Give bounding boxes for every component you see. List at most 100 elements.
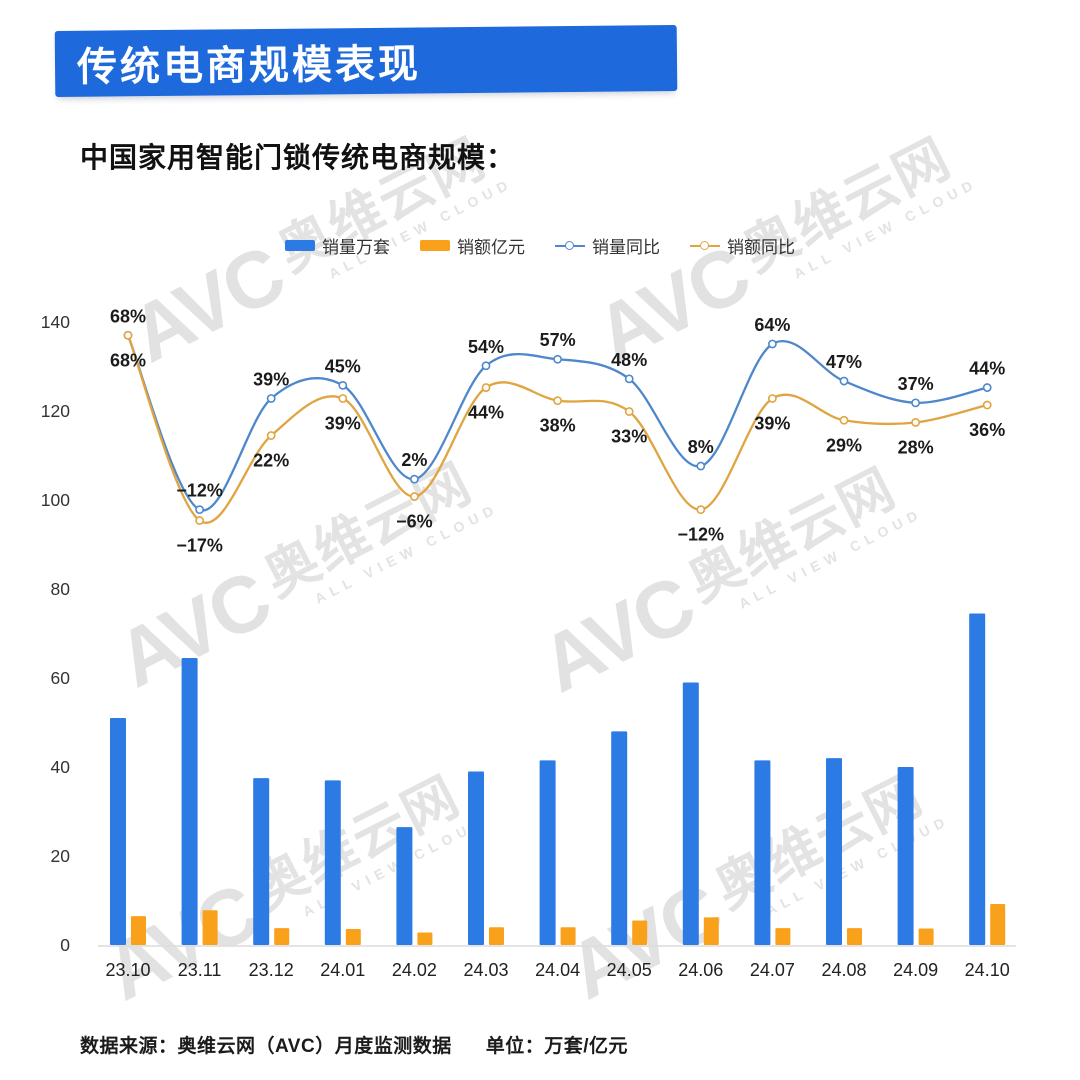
marker-volume-yoy [338, 380, 348, 390]
marker-volume-yoy [696, 461, 706, 471]
bar-sales-value [131, 916, 146, 945]
marker-volume-yoy [266, 394, 276, 403]
label-volume-yoy: 57% [540, 330, 576, 350]
bar-sales-volume [253, 778, 270, 945]
label-value-yoy: 29% [826, 435, 862, 455]
bar-sales-volume [682, 682, 699, 945]
label-volume-yoy: 48% [611, 350, 647, 370]
bar-sales-volume [181, 657, 198, 945]
label-value-yoy: 68% [110, 350, 146, 370]
label-volume-yoy: 68% [110, 306, 146, 326]
y-tick-label: 80 [51, 579, 71, 599]
bar-sales-volume [396, 827, 413, 945]
label-value-yoy: 39% [325, 413, 361, 433]
legend-marker-dot [565, 241, 574, 250]
label-volume-yoy: 2% [401, 450, 427, 470]
y-tick-label: 20 [51, 846, 71, 866]
bar-sales-value [632, 920, 648, 945]
x-tick-label: 23.11 [178, 960, 222, 980]
y-tick-label: 40 [51, 757, 71, 777]
label-value-yoy: −12% [678, 525, 725, 545]
label-volume-yoy: 8% [688, 437, 714, 457]
legend-label: 销额亿元 [457, 238, 525, 257]
data-source-note: 数据来源：奥维云网（AVC）月度监测数据 [80, 1036, 452, 1057]
x-tick-label: 24.05 [607, 960, 652, 980]
marker-value-yoy [839, 415, 849, 425]
legend-bar-swatch [285, 240, 315, 251]
marker-value-yoy [266, 431, 276, 440]
marker-volume-yoy [982, 383, 992, 392]
label-value-yoy: 39% [754, 413, 790, 433]
legend-marker-dot [700, 241, 709, 250]
marker-value-yoy [481, 383, 491, 392]
marker-value-yoy [553, 396, 562, 406]
marker-value-yoy [123, 330, 133, 340]
y-tick-label: 140 [41, 312, 70, 332]
marker-value-yoy [338, 394, 348, 403]
line-value-yoy [126, 334, 988, 524]
x-tick-label: 24.07 [750, 960, 795, 980]
marker-value-yoy [768, 394, 777, 403]
bar-sales-value [990, 904, 1006, 945]
bar-sales-value [417, 932, 433, 945]
x-tick-label: 24.02 [392, 960, 437, 980]
legend-item-2: 销额亿元 [420, 233, 525, 258]
bar-sales-value [202, 910, 218, 945]
label-value-yoy: 38% [540, 416, 576, 436]
line-volume-yoy [126, 334, 988, 512]
legend-line-swatch [555, 240, 585, 252]
x-tick-label: 24.03 [463, 960, 508, 980]
marker-volume-yoy [553, 354, 562, 364]
bar-sales-value [560, 927, 576, 945]
marker-value-yoy [911, 418, 920, 427]
marker-value-yoy [409, 492, 419, 501]
bar-sales-volume [110, 718, 126, 945]
bar-sales-value [489, 927, 504, 945]
marker-volume-yoy [911, 398, 920, 408]
x-tick-label: 24.09 [893, 960, 938, 980]
marker-volume-yoy [409, 474, 419, 484]
marker-volume-yoy [768, 339, 777, 349]
bar-sales-volume [539, 760, 556, 945]
legend-item-4: 销额同比 [690, 233, 795, 258]
label-volume-yoy: 39% [253, 369, 289, 389]
label-value-yoy: −6% [396, 512, 433, 532]
bar-sales-value [274, 928, 290, 945]
label-volume-yoy: −12% [176, 481, 223, 501]
x-tick-label: 23.12 [249, 960, 294, 980]
label-value-yoy: −17% [176, 536, 223, 556]
y-tick-label: 120 [41, 401, 70, 421]
bar-sales-value [345, 928, 361, 945]
label-value-yoy: 22% [253, 451, 289, 471]
label-value-yoy: 44% [468, 403, 504, 423]
bar-sales-volume [611, 731, 628, 945]
x-tick-label: 24.01 [320, 960, 365, 980]
marker-volume-yoy [839, 376, 849, 386]
label-volume-yoy: 47% [826, 352, 862, 372]
label-volume-yoy: 44% [969, 359, 1005, 379]
bar-sales-value [703, 917, 719, 945]
x-tick-label: 24.06 [678, 960, 723, 980]
legend-item-3: 销量同比 [555, 233, 660, 258]
header-banner: 传统电商规模表现 [54, 25, 678, 97]
bar-sales-value [847, 928, 862, 945]
page-title: 传统电商规模表现 [76, 42, 422, 90]
legend-label: 销额同比 [727, 238, 795, 257]
bar-sales-value [775, 928, 791, 945]
legend-line-swatch [690, 240, 720, 252]
marker-volume-yoy [481, 361, 491, 371]
label-volume-yoy: 64% [754, 315, 790, 335]
unit-note: 单位：万套/亿元 [485, 1036, 628, 1057]
x-tick-label: 24.08 [821, 960, 866, 980]
bar-sales-volume [324, 780, 341, 945]
label-value-yoy: 36% [969, 420, 1005, 440]
y-tick-label: 60 [51, 668, 71, 688]
y-tick-label: 0 [60, 935, 70, 955]
legend-bar-swatch [420, 240, 450, 251]
x-tick-label: 24.10 [965, 960, 1010, 980]
legend-item-1: 销量万套 [285, 233, 390, 258]
bar-sales-volume [826, 758, 842, 945]
chart-title: 中国家用智能门锁传统电商规模： [80, 142, 516, 173]
